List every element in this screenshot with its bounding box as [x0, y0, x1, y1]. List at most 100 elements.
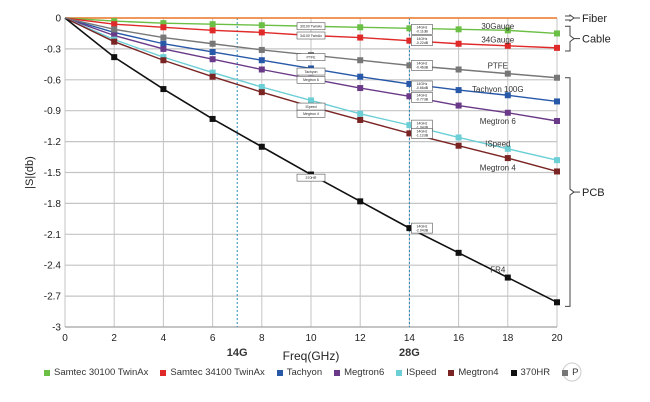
- marker-label: 14G: [227, 347, 248, 359]
- group-label: Cable: [582, 34, 611, 46]
- data-point: [357, 85, 364, 92]
- legend-item: 370HR: [510, 367, 550, 378]
- legend-label: Megtron6: [344, 367, 385, 378]
- legend-item: Tachyon: [276, 367, 322, 378]
- group-bracket: [565, 14, 575, 22]
- data-point: [258, 89, 265, 96]
- data-point: [554, 98, 560, 105]
- box-label: 370HR: [306, 176, 317, 180]
- box-label: ISpeed: [305, 105, 316, 109]
- data-point: [258, 29, 265, 36]
- data-point: [209, 21, 216, 28]
- y-tick-label: -2.7: [44, 292, 62, 303]
- data-point: [258, 22, 265, 29]
- x-tick-label: 2: [111, 333, 117, 344]
- data-point: [111, 32, 118, 39]
- box-label-frame: [296, 109, 326, 118]
- legend-label: ISpeed: [406, 367, 437, 378]
- x-axis-label: Freq(GHz): [283, 349, 340, 363]
- data-point: [406, 225, 413, 232]
- y-tick-label: -0.3: [44, 44, 62, 55]
- box-label-frame: [296, 53, 326, 61]
- y-axis-label: |S|(db): [24, 156, 36, 189]
- legend-swatch: [44, 369, 50, 376]
- y-tick-label: -3: [52, 323, 61, 334]
- data-point: [111, 38, 118, 45]
- data-point: [504, 155, 511, 162]
- data-point: [258, 143, 265, 150]
- marker-label: 28G: [399, 347, 420, 359]
- box-label: 30100 TwinAx: [300, 25, 322, 29]
- data-point: [455, 249, 462, 256]
- x-tick-label: 6: [210, 333, 216, 344]
- data-point: [406, 37, 413, 44]
- data-point: [504, 109, 511, 116]
- data-point: [357, 57, 364, 64]
- data-point: [455, 66, 462, 73]
- data-point: [160, 57, 167, 64]
- data-point: [357, 34, 364, 41]
- point-annotation: 14GHz -0.66dB: [416, 82, 429, 90]
- legend-swatch: [448, 369, 455, 376]
- data-point: [554, 118, 560, 124]
- legend-label: Samtec 30100 TwinAx: [54, 367, 149, 378]
- annotation-frame: [411, 60, 433, 71]
- box-label-frame: [296, 31, 326, 40]
- annotation-frame: [411, 80, 433, 92]
- legend-swatch: [510, 369, 517, 376]
- data-point: [406, 62, 413, 69]
- line-label: Megtron 6: [480, 117, 517, 126]
- data-point: [554, 299, 560, 306]
- legend-swatch: [160, 369, 167, 376]
- y-tick-label: 0: [55, 14, 61, 25]
- data-point: [406, 122, 413, 129]
- data-point: [554, 168, 560, 175]
- legend: Samtec 30100 TwinAx Samtec 34100 TwinAx Ta…: [44, 367, 578, 378]
- y-tick-label: -0.6: [44, 75, 62, 86]
- data-point: [504, 274, 511, 281]
- legend-item: Megtron6: [334, 367, 384, 378]
- data-point: [455, 134, 462, 141]
- point-annotation: 14GHz -0.11dB: [416, 26, 429, 34]
- data-point: [504, 70, 511, 77]
- data-point: [209, 48, 216, 55]
- line-label: FR4: [490, 265, 506, 274]
- data-point: [357, 198, 364, 205]
- data-point: [357, 73, 364, 80]
- legend-label: Megtron4: [458, 367, 499, 378]
- data-point: [357, 24, 364, 31]
- annotation-frame: [411, 24, 433, 35]
- x-tick-label: 10: [305, 333, 317, 344]
- line-label: Megtron 4: [480, 163, 517, 172]
- data-point: [160, 40, 167, 47]
- data-point: [455, 142, 462, 149]
- data-point: [160, 24, 167, 31]
- data-point: [258, 57, 265, 64]
- line-label: ISpeed: [485, 140, 510, 149]
- data-point: [455, 102, 462, 109]
- data-point: [554, 30, 560, 37]
- legend-swatch: [396, 369, 403, 376]
- y-tick-label: -2.4: [44, 261, 62, 272]
- data-point: [160, 54, 167, 61]
- data-point: [406, 80, 413, 87]
- x-tick-label: 4: [161, 333, 167, 344]
- data-point: [455, 87, 462, 94]
- point-annotation: 14GHz -0.22dB: [416, 37, 429, 45]
- data-point: [455, 26, 462, 33]
- data-point: [258, 84, 265, 91]
- legend-item: Megtron4: [448, 367, 499, 378]
- data-point: [308, 97, 314, 104]
- data-point: [406, 130, 413, 137]
- data-point: [209, 56, 216, 63]
- y-tick-label: -1.8: [44, 199, 62, 210]
- data-point: [209, 69, 216, 76]
- data-point: [504, 27, 511, 34]
- data-point: [357, 110, 364, 117]
- point-annotation: 14GHz -2.04dB: [416, 224, 429, 232]
- data-point: [504, 145, 511, 152]
- data-point: [160, 34, 167, 41]
- group-bracket: [565, 77, 575, 307]
- data-point: [455, 40, 462, 47]
